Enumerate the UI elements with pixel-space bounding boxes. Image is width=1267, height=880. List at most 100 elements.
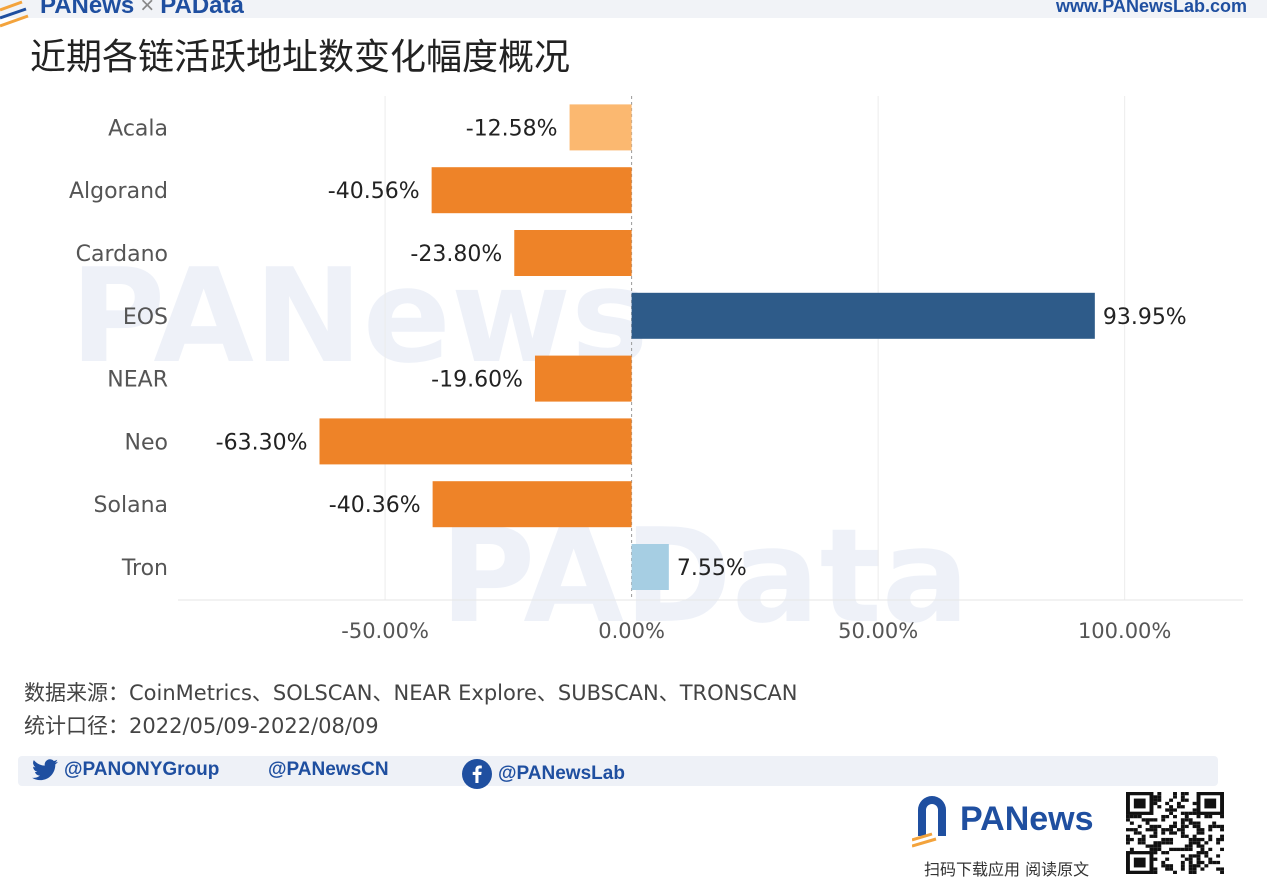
qr-module [1188, 841, 1193, 845]
qr-module [1129, 814, 1134, 819]
social-bar: @PANONYGroup @PANewsCN @PANewsLab [18, 756, 1218, 789]
qr-module [1192, 824, 1197, 829]
bar-chart: -50.00% 0.00% 50.00% 100.00% Acala -12.58% Alg… [69, 96, 1243, 643]
qr-module [1165, 801, 1170, 806]
qr-module [1204, 864, 1209, 868]
qr-module [1180, 860, 1185, 865]
qr-module [1161, 851, 1166, 855]
social-twitter[interactable]: @PANONYGroup [32, 759, 219, 781]
qr-finder [1133, 798, 1146, 809]
qr-module [1216, 837, 1221, 842]
qr-module [1133, 831, 1138, 835]
qr-module [1153, 870, 1158, 874]
qr-module [1180, 805, 1185, 809]
qr-module [1196, 857, 1201, 861]
qr-module [1157, 795, 1162, 799]
qr-module [1133, 828, 1138, 832]
bar-acala [569, 104, 632, 151]
qr-module [1137, 824, 1142, 829]
qr-module [1192, 867, 1197, 871]
qr-module [1153, 841, 1158, 845]
brand-separator: × [140, 0, 155, 19]
qr-module [1126, 837, 1130, 842]
qr-module [1145, 818, 1150, 822]
qr-module [1180, 867, 1185, 871]
qr-module [1169, 831, 1174, 835]
footer-tagline: 扫码下载应用 阅读原文 [924, 860, 1090, 879]
qr-module [1208, 837, 1213, 842]
qr-module [1184, 847, 1189, 852]
qr-module [1192, 864, 1197, 868]
qr-module [1220, 870, 1224, 874]
footer-logo-text: PANews [960, 800, 1094, 838]
qr-module [1220, 847, 1224, 852]
qr-module [1188, 837, 1193, 842]
qr-module [1196, 841, 1201, 845]
qr-module [1192, 841, 1197, 845]
qr-module [1149, 824, 1154, 829]
x-tick-label: -50.00% [341, 619, 429, 643]
qr-module [1137, 841, 1142, 845]
qr-module [1161, 864, 1166, 868]
qr-module [1208, 857, 1213, 861]
qr-module [1169, 828, 1174, 832]
qr-module [1161, 828, 1166, 832]
qr-module [1196, 864, 1201, 868]
qr-module [1173, 814, 1177, 819]
qr-code[interactable] [1126, 792, 1224, 874]
qr-module [1173, 824, 1177, 829]
qr-module [1165, 814, 1170, 819]
qr-module [1173, 792, 1177, 796]
qr-module [1129, 821, 1134, 825]
qr-module [1157, 847, 1162, 852]
qr-module [1153, 795, 1158, 799]
qr-module [1126, 834, 1130, 838]
bar-solana [432, 481, 632, 528]
qr-module [1192, 808, 1197, 812]
qr-module [1165, 837, 1170, 842]
qr-module [1220, 837, 1224, 842]
qr-module [1180, 834, 1185, 838]
qr-module [1145, 844, 1150, 848]
social-facebook[interactable]: @PANewsLab [462, 759, 625, 789]
qr-module [1216, 841, 1221, 845]
qr-module [1176, 847, 1181, 852]
qr-module [1184, 811, 1189, 815]
qr-module [1192, 801, 1197, 806]
category-label: EOS [123, 305, 168, 330]
social-weibo[interactable]: @PANewsCN [268, 759, 389, 781]
qr-module [1157, 824, 1162, 829]
qr-module [1216, 867, 1221, 871]
qr-module [1192, 837, 1197, 842]
qr-module [1200, 831, 1205, 835]
category-label: Solana [94, 493, 168, 518]
qr-module [1212, 824, 1217, 829]
chart-title: 近期各链活跃地址数变化幅度概况 [30, 37, 571, 78]
qr-module [1157, 798, 1162, 802]
qr-module [1180, 864, 1185, 868]
value-label: -40.36% [329, 493, 421, 518]
qr-module [1196, 821, 1201, 825]
qr-module [1216, 854, 1221, 858]
qr-module [1188, 870, 1193, 874]
twitter-handle: @PANONYGroup [64, 759, 220, 780]
qr-module [1196, 854, 1201, 858]
qr-module [1126, 818, 1130, 822]
qr-finder [1204, 798, 1217, 809]
qr-module [1188, 860, 1193, 865]
site-url[interactable]: www.PANewsLab.com [1055, 0, 1247, 16]
qr-module [1126, 828, 1130, 832]
qr-module [1196, 837, 1201, 842]
qr-module [1153, 847, 1158, 852]
qr-module [1208, 824, 1213, 829]
qr-module [1169, 811, 1174, 815]
value-label: -63.30% [216, 430, 308, 455]
qr-module [1216, 824, 1221, 829]
brand-panews: PANews [40, 0, 135, 19]
qr-module [1129, 847, 1134, 852]
qr-module [1176, 828, 1181, 832]
qr-module [1153, 818, 1158, 822]
qr-module [1149, 847, 1154, 852]
qr-module [1129, 837, 1134, 842]
category-label: Neo [125, 430, 168, 455]
